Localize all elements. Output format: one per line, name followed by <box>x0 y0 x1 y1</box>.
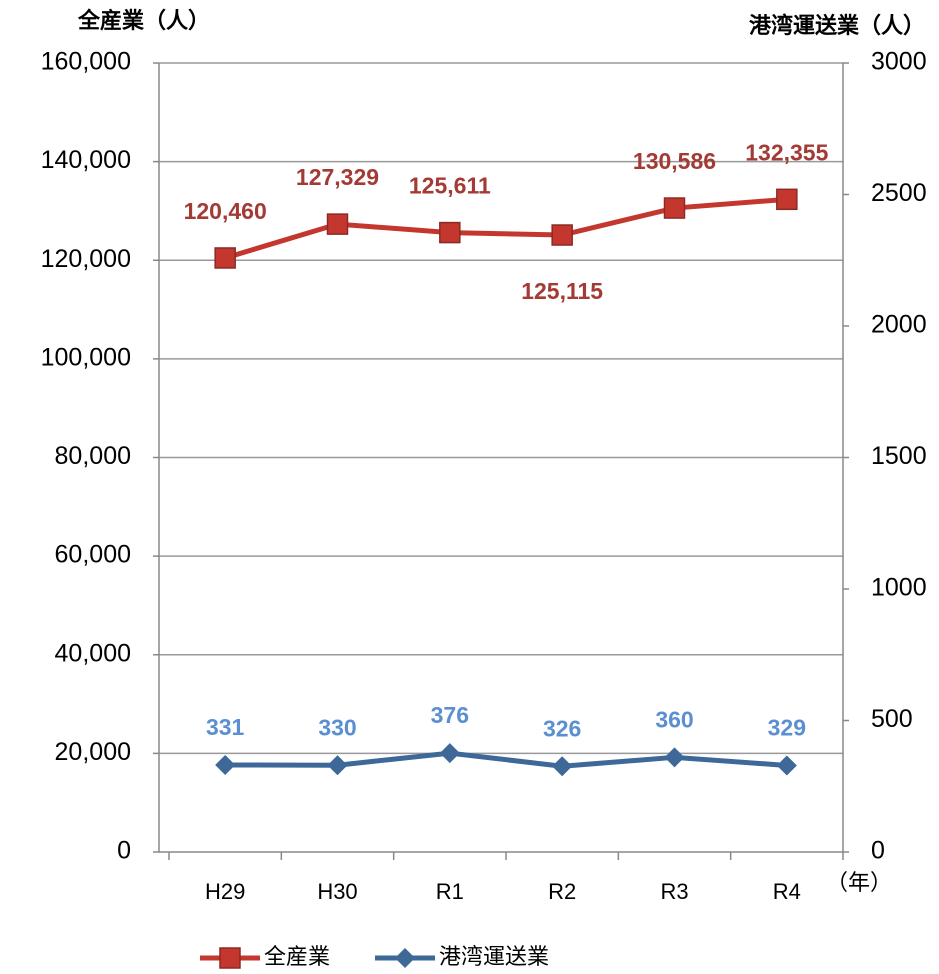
marker <box>326 213 349 235</box>
marker <box>664 747 685 768</box>
y-tick-label: 20,000 <box>55 738 131 766</box>
data-label: 330 <box>318 714 356 740</box>
legend-marker <box>395 948 415 968</box>
marker <box>214 247 236 269</box>
y2-tick-label: 2500 <box>871 179 927 207</box>
data-label: 376 <box>431 702 469 728</box>
series-line <box>225 750 788 769</box>
y2-tick-label: 500 <box>871 705 913 733</box>
data-label: 132,355 <box>745 139 828 165</box>
marker <box>439 743 460 764</box>
y-axis-title: 全産業（人） <box>77 8 210 33</box>
y2-tick-label: 1500 <box>871 442 927 470</box>
marker <box>551 224 573 246</box>
y-tick-label: 140,000 <box>41 146 131 174</box>
legend-label: 全産業 <box>264 944 330 969</box>
x-tick-label: R1 <box>436 879 464 904</box>
x-tick-label: H30 <box>317 879 357 904</box>
x-tick-label: R4 <box>773 879 801 904</box>
legend-marker <box>219 947 241 969</box>
marker <box>327 755 348 776</box>
y-tick-label: 100,000 <box>41 343 131 371</box>
x-tick-label: R3 <box>660 879 688 904</box>
x-axis-unit: （年） <box>826 870 892 895</box>
data-label: 127,329 <box>296 164 379 190</box>
series-line <box>224 196 788 261</box>
y-tick-label: 160,000 <box>41 48 131 76</box>
data-label: 329 <box>768 715 806 741</box>
y-tick-label: 60,000 <box>55 541 131 569</box>
y2-axis-title: 港湾運送業（人） <box>749 13 925 38</box>
data-label: 326 <box>543 715 581 741</box>
y2-tick-label: 1000 <box>871 574 927 602</box>
data-label: 360 <box>655 706 693 732</box>
y2-tick-label: 3000 <box>871 48 927 76</box>
data-label: 120,460 <box>184 198 267 224</box>
y-tick-label: 40,000 <box>55 639 131 667</box>
marker <box>776 188 798 211</box>
data-label: 331 <box>206 714 245 740</box>
data-label: 125,611 <box>409 173 491 199</box>
marker <box>776 755 797 776</box>
y2-tick-label: 2000 <box>871 311 927 339</box>
data-label: 130,586 <box>633 148 716 174</box>
y2-tick-label: 0 <box>871 837 885 865</box>
y-tick-label: 0 <box>117 837 131 865</box>
y-tick-label: 80,000 <box>55 442 131 470</box>
data-label: 125,115 <box>521 278 603 304</box>
marker <box>552 756 573 777</box>
marker <box>663 197 686 219</box>
y-tick-label: 120,000 <box>41 245 131 273</box>
marker <box>215 754 236 775</box>
marker <box>439 221 461 244</box>
x-tick-label: R2 <box>548 879 576 904</box>
legend-label: 港湾運送業 <box>439 944 549 969</box>
x-tick-label: H29 <box>205 879 245 904</box>
